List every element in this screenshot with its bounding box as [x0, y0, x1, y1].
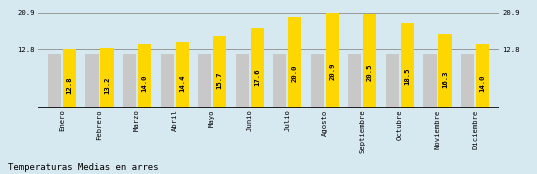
- Text: 15.7: 15.7: [217, 72, 223, 89]
- Bar: [176, 42, 188, 108]
- Bar: [461, 54, 474, 108]
- Text: 14.0: 14.0: [142, 75, 148, 92]
- Bar: [288, 17, 301, 108]
- Bar: [251, 27, 264, 108]
- Bar: [386, 54, 399, 108]
- Bar: [48, 54, 61, 108]
- Bar: [349, 54, 361, 108]
- Text: 12.8: 12.8: [67, 77, 72, 94]
- Text: 20.5: 20.5: [367, 64, 373, 81]
- Bar: [63, 49, 76, 108]
- Bar: [438, 34, 452, 108]
- Bar: [273, 54, 286, 108]
- Text: Temperaturas Medias en arres: Temperaturas Medias en arres: [8, 163, 158, 172]
- Text: 18.5: 18.5: [404, 67, 410, 85]
- Text: 16.3: 16.3: [442, 71, 448, 88]
- Bar: [198, 54, 211, 108]
- Text: 14.4: 14.4: [179, 74, 185, 92]
- Bar: [85, 54, 99, 108]
- Bar: [123, 54, 136, 108]
- Text: 13.2: 13.2: [104, 76, 110, 94]
- Bar: [476, 44, 489, 108]
- Bar: [161, 54, 173, 108]
- Bar: [213, 36, 226, 108]
- Bar: [401, 23, 414, 108]
- Bar: [236, 54, 249, 108]
- Bar: [364, 14, 376, 108]
- Text: 20.0: 20.0: [292, 64, 298, 82]
- Bar: [326, 13, 339, 108]
- Bar: [138, 44, 151, 108]
- Text: 17.6: 17.6: [254, 69, 260, 86]
- Text: 20.9: 20.9: [329, 63, 335, 80]
- Bar: [423, 54, 437, 108]
- Bar: [100, 48, 114, 108]
- Text: 14.0: 14.0: [480, 75, 485, 92]
- Bar: [311, 54, 324, 108]
